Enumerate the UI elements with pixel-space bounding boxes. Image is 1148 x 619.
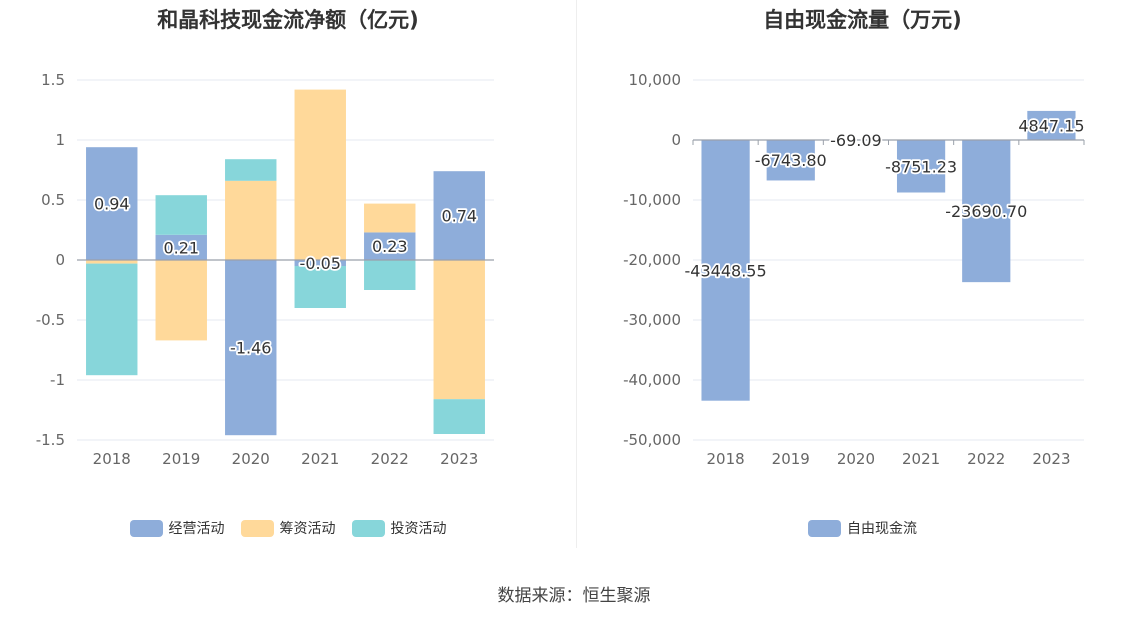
bar-2019-series-1 — [155, 260, 207, 341]
cash-flow-net-plot: 1.5 1 0.5 0 -0.5 -1 -1.5 2018 2019 2020 2021 2022 20… — [36, 71, 494, 468]
legend-item-0[interactable]: 经营活动 — [129, 518, 225, 538]
y-tick-label: -0.5 — [36, 311, 65, 329]
x-tick-label: 2022 — [967, 450, 1005, 468]
legend: 自由现金流 — [577, 518, 1148, 538]
x-tick-label: 2022 — [371, 450, 409, 468]
y-tick-label: 10,000 — [629, 71, 682, 89]
x-tick-label: 2023 — [1032, 450, 1070, 468]
free-cash-flow-plot: 10,000 0 -10,000 -20,000 -30,000 -40,000 -50,0… — [623, 71, 1086, 468]
data-label-2022: -23690.70 — [945, 202, 1027, 221]
bar-2020-series-1 — [225, 180, 277, 260]
bar-2022-series-1 — [364, 203, 416, 233]
bar-2023-series-1 — [433, 260, 485, 400]
data-source-note: 数据来源：恒生聚源 — [497, 586, 651, 606]
bar-2019-series-0 — [766, 140, 815, 181]
bar-2023-series-2 — [433, 399, 485, 434]
chart-title: 自由现金流量（万元) — [763, 8, 962, 32]
legend-label: 投资活动 — [390, 521, 447, 537]
y-tick-label: 0.5 — [41, 191, 65, 209]
y-tick-label: -20,000 — [623, 251, 681, 269]
legend-label: 自由现金流 — [847, 521, 917, 537]
y-tick-label: 0 — [55, 251, 65, 269]
x-tick-label: 2019 — [772, 450, 810, 468]
bar-2018-series-1 — [86, 260, 138, 264]
bar-2022-series-2 — [364, 260, 416, 290]
y-tick-label: 0 — [671, 131, 681, 149]
data-label-2018: 0.94 — [94, 195, 130, 214]
data-label-2023: 0.74 — [441, 207, 477, 226]
x-tick-label: 2021 — [301, 450, 339, 468]
x-tick-label: 2023 — [440, 450, 478, 468]
data-label-2020: -1.46 — [230, 339, 271, 358]
free-cash-flow-chart: 自由现金流量（万元) 10,000 0 -10,000 -20,000 -30,000 -… — [577, 0, 1148, 560]
y-tick-label: 1 — [55, 131, 65, 149]
data-label-2021: -0.05 — [300, 254, 341, 273]
y-tick-label: -40,000 — [623, 371, 681, 389]
legend-swatch — [129, 519, 163, 537]
x-tick-label: 2018 — [706, 450, 744, 468]
legend: 经营活动 筹资活动 投资活动 — [0, 518, 576, 538]
bar-2021-series-1 — [294, 89, 346, 260]
bar-2020-series-0 — [225, 260, 277, 436]
x-tick-label: 2018 — [93, 450, 131, 468]
data-label-2022: 0.23 — [372, 237, 408, 256]
data-label-2018: -43448.55 — [685, 261, 767, 280]
y-tick-label: -1.5 — [36, 431, 65, 449]
data-label-2023: 4847.15 — [1018, 116, 1084, 135]
legend-label: 筹资活动 — [279, 521, 336, 537]
y-tick-label: -50,000 — [623, 431, 681, 449]
legend-swatch — [808, 519, 841, 537]
bar-2019-series-0 — [155, 234, 207, 260]
y-tick-label: 1.5 — [41, 71, 65, 89]
bar-2023-series-0 — [1027, 110, 1076, 140]
bar-2022-series-0 — [364, 232, 416, 260]
x-tick-label: 2021 — [902, 450, 940, 468]
bar-2023-series-0 — [433, 171, 485, 260]
bar-2019-series-2 — [155, 195, 207, 235]
data-label-2021: -8751.23 — [885, 157, 957, 176]
bar-2021-series-0 — [294, 260, 346, 266]
data-label-2020: -69.09 — [830, 131, 882, 150]
bar-2020-series-2 — [225, 159, 277, 181]
legend-label: 经营活动 — [168, 521, 225, 537]
bar-2018-series-2 — [86, 263, 138, 376]
data-label-2019: -6743.80 — [755, 151, 827, 170]
bar-2021-series-0 — [896, 140, 946, 193]
x-tick-label: 2020 — [837, 450, 875, 468]
y-tick-label: -30,000 — [623, 311, 681, 329]
legend-swatch — [351, 519, 385, 537]
panel-divider — [576, 0, 577, 548]
legend-item-2[interactable]: 投资活动 — [351, 518, 447, 538]
legend-swatch — [240, 519, 274, 537]
data-label-2019: 0.21 — [163, 238, 199, 257]
chart-title: 和晶科技现金流净额（亿元) — [157, 8, 419, 32]
bar-2021-series-2 — [294, 266, 346, 308]
legend-item-1[interactable]: 筹资活动 — [240, 518, 336, 538]
x-tick-label: 2020 — [232, 450, 270, 468]
bar-2018-series-0 — [86, 147, 138, 260]
cash-flow-net-chart: 和晶科技现金流净额（亿元) 1.5 1 0.5 0 -0.5 -1 -1.5 2018 2019… — [0, 0, 576, 560]
x-tick-label: 2019 — [162, 450, 200, 468]
y-tick-label: -10,000 — [623, 191, 681, 209]
legend-item-0[interactable]: 自由现金流 — [808, 518, 917, 538]
bar-2018-series-0 — [701, 140, 750, 401]
bar-2022-series-0 — [962, 140, 1011, 283]
y-tick-label: -1 — [50, 371, 65, 389]
